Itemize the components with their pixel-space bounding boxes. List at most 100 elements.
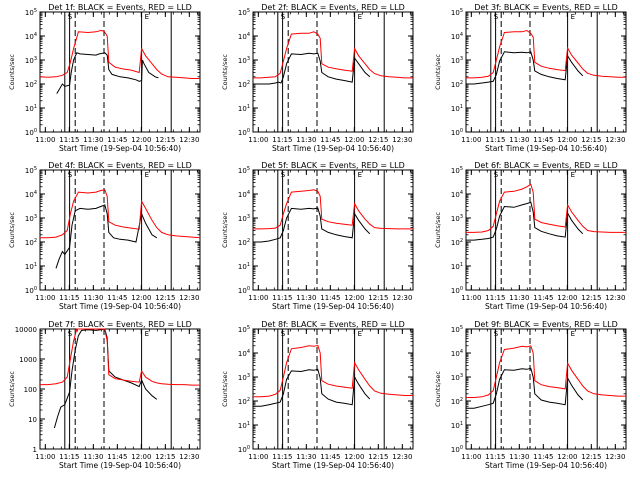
x-axis-label: Start Time (19-Sep-04 10:56:40) — [485, 302, 607, 311]
x-axis-label: Start Time (19-Sep-04 10:56:40) — [485, 461, 607, 470]
x-tick-label: 11:30 — [296, 294, 316, 302]
y-tick-label: 101 — [451, 262, 463, 271]
x-tick-label: 11:45 — [320, 294, 340, 302]
y-tick-label: 102 — [25, 80, 37, 89]
panel-title: Det 4f: BLACK = Events, RED = LLD — [48, 161, 192, 170]
y-tick-label: 103 — [451, 56, 463, 65]
x-tick-label: 11:15 — [485, 294, 505, 302]
x-tick-label: 11:30 — [509, 294, 529, 302]
plot-frame — [39, 169, 201, 291]
y-tick-label: 1000 — [19, 356, 37, 364]
x-tick-label: 11:00 — [248, 136, 268, 144]
plot-frame — [465, 11, 627, 133]
series-line-lld — [466, 345, 626, 398]
y-tick-label: 105 — [238, 8, 250, 17]
y-tick-label: 103 — [238, 214, 250, 223]
marker-e: E — [358, 171, 362, 179]
x-tick-label: 12:30 — [605, 294, 625, 302]
series-line-lld — [253, 31, 413, 79]
y-tick-label: 104 — [451, 349, 463, 358]
x-tick-label: 11:15 — [272, 294, 292, 302]
y-tick-label: 103 — [451, 214, 463, 223]
x-tick-label: 11:45 — [533, 136, 553, 144]
x-tick-label: 12:00 — [344, 136, 364, 144]
series-line-events — [55, 204, 158, 269]
x-axis-label: Start Time (19-Sep-04 10:56:40) — [59, 144, 181, 153]
panel-title: Det 2f: BLACK = Events, RED = LLD — [261, 3, 405, 12]
x-tick-label: 11:45 — [320, 453, 340, 461]
x-axis-label: Start Time (19-Sep-04 10:56:40) — [272, 461, 394, 470]
y-tick-label: 102 — [451, 397, 463, 406]
y-tick-label: 103 — [238, 373, 250, 382]
x-tick-label: 11:00 — [35, 453, 55, 461]
y-tick-label: 1 — [33, 446, 37, 454]
series-line-events — [253, 52, 371, 85]
y-tick-label: 101 — [238, 421, 250, 430]
y-axis-label: Counts/sec — [8, 371, 16, 407]
x-tick-label: 11:15 — [59, 136, 79, 144]
x-tick-label: 12:00 — [557, 136, 577, 144]
x-tick-label: 11:15 — [272, 136, 292, 144]
y-tick-label: 10 — [28, 416, 37, 424]
y-tick-label: 100 — [238, 286, 250, 295]
y-tick-label: 104 — [238, 32, 250, 41]
x-tick-label: 12:30 — [179, 453, 199, 461]
y-tick-label: 105 — [451, 166, 463, 175]
y-tick-label: 104 — [25, 32, 37, 41]
x-tick-label: 11:15 — [272, 453, 292, 461]
y-tick-label: 105 — [238, 325, 250, 334]
x-tick-label: 11:30 — [83, 136, 103, 144]
panel-title: Det 9f: BLACK = Events, RED = LLD — [474, 320, 618, 329]
y-tick-label: 105 — [25, 166, 37, 175]
panel-title: Det 8f: BLACK = Events, RED = LLD — [261, 320, 405, 329]
y-tick-label: 100 — [24, 386, 37, 394]
x-tick-label: 11:45 — [107, 136, 127, 144]
marker-s: S — [68, 13, 73, 21]
plot-frame — [252, 169, 414, 291]
x-tick-label: 11:00 — [461, 136, 481, 144]
series-line-lld — [39, 29, 200, 79]
series-line-lld — [40, 328, 200, 386]
y-tick-label: 104 — [238, 190, 250, 199]
x-tick-label: 11:45 — [533, 294, 553, 302]
plot-frame — [465, 328, 627, 450]
x-tick-label: 12:30 — [179, 294, 199, 302]
y-tick-label: 104 — [451, 190, 463, 199]
x-tick-label: 12:15 — [155, 294, 175, 302]
x-tick-label: 12:30 — [605, 453, 625, 461]
x-tick-label: 11:15 — [59, 294, 79, 302]
x-tick-label: 11:00 — [248, 453, 268, 461]
marker-e: E — [145, 330, 149, 338]
marker-s: S — [281, 13, 286, 21]
marker-e: E — [571, 13, 575, 21]
x-tick-label: 12:15 — [581, 294, 601, 302]
series-line-events — [466, 51, 584, 85]
y-axis-label: Counts/sec — [221, 54, 229, 90]
x-axis-label: Start Time (19-Sep-04 10:56:40) — [485, 144, 607, 153]
x-tick-label: 12:00 — [131, 453, 151, 461]
plot-frame — [465, 169, 627, 291]
x-tick-label: 12:00 — [344, 294, 364, 302]
y-tick-label: 103 — [451, 373, 463, 382]
y-tick-label: 10000 — [15, 326, 37, 334]
x-tick-label: 12:30 — [179, 136, 199, 144]
y-tick-label: 102 — [25, 238, 37, 247]
y-tick-label: 102 — [451, 238, 463, 247]
panel-title: Det 1f: BLACK = Events, RED = LLD — [48, 3, 192, 12]
x-tick-label: 12:00 — [131, 136, 151, 144]
marker-e: E — [145, 13, 149, 21]
y-tick-label: 101 — [238, 104, 250, 113]
y-tick-label: 101 — [451, 421, 463, 430]
x-tick-label: 12:15 — [581, 453, 601, 461]
x-axis-label: Start Time (19-Sep-04 10:56:40) — [272, 144, 394, 153]
series-line-events — [53, 328, 158, 429]
x-tick-label: 12:30 — [605, 136, 625, 144]
x-tick-label: 12:15 — [155, 136, 175, 144]
x-tick-label: 12:30 — [392, 136, 412, 144]
y-axis-label: Counts/sec — [8, 54, 16, 90]
y-tick-label: 100 — [451, 128, 463, 137]
